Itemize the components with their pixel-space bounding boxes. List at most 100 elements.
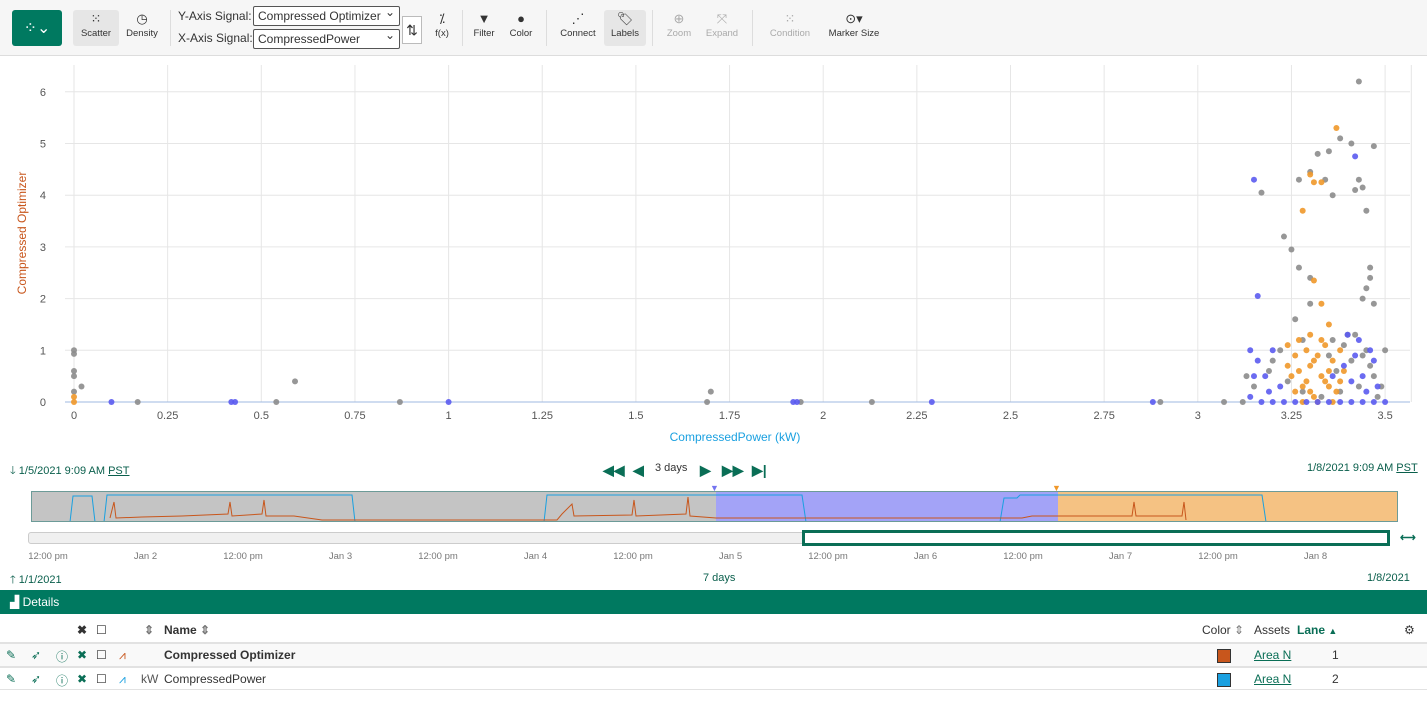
data-point [1325, 383, 1332, 390]
divider [652, 10, 653, 46]
y-tick-label: 5 [40, 139, 46, 151]
data-point [1382, 347, 1389, 354]
row-checkbox[interactable]: ☐ [96, 648, 107, 662]
assets-column-header[interactable]: Assets [1254, 623, 1291, 637]
view-menu-button[interactable]: ⁘⌄ [12, 10, 62, 46]
condition-button[interactable]: ⁙ Condition [764, 10, 816, 46]
name-column-header[interactable]: Name ⇕ [164, 623, 211, 637]
remove-icon[interactable]: ✖ [77, 648, 88, 662]
color-column-header[interactable]: Color ⇕ [1202, 623, 1245, 637]
down-arrow-icon: 🡓 [10, 465, 19, 477]
select-all-checkbox[interactable]: ☐ [96, 623, 107, 637]
time-axis-tick: Jan 3 [328, 551, 353, 562]
lane-column-header[interactable]: Lane ▲ [1297, 623, 1338, 637]
details-title: Details [22, 595, 60, 609]
lane-value: 2 [1332, 672, 1339, 686]
data-point [707, 388, 714, 395]
chart-icon: ▟ [10, 595, 23, 609]
data-point [1329, 336, 1336, 343]
data-point [1370, 300, 1377, 307]
rocket-icon[interactable]: ➶ [31, 672, 42, 686]
data-point [1382, 399, 1389, 405]
labels-button[interactable]: 🏷 Labels [604, 10, 646, 46]
details-panel-header[interactable]: ▟ Details [0, 590, 1427, 614]
scatter-button[interactable]: ⁙ Scatter [73, 10, 119, 46]
data-point [1310, 277, 1317, 284]
data-point [1247, 347, 1254, 354]
column-settings-icon[interactable]: ⚙ [1404, 623, 1415, 637]
trend-icon: ⩘ [119, 672, 126, 686]
color-header-label: Color [1202, 623, 1231, 637]
lane-value: 1 [1332, 648, 1339, 662]
edit-icon[interactable]: ✎ [6, 672, 17, 686]
data-point [1325, 367, 1332, 374]
data-point [1363, 207, 1370, 214]
data-point [1254, 357, 1261, 364]
data-point [704, 399, 711, 405]
step-forward-button[interactable]: ▶ [700, 462, 711, 478]
expand-button[interactable]: ⤧ Expand [702, 10, 742, 46]
timezone-link[interactable]: PST [1396, 462, 1418, 474]
asset-link[interactable]: Area N [1254, 648, 1292, 662]
data-point [1352, 352, 1359, 359]
step-back-button[interactable]: ◀ [633, 462, 644, 478]
data-point [1329, 357, 1336, 364]
remove-icon[interactable]: ✖ [77, 672, 88, 686]
table-row[interactable]: ✎ ➶ ⓘ ✖ ☐ ⩘ Compressed Optimizer Area N … [0, 642, 1427, 666]
data-point [1292, 352, 1299, 359]
overview-strip[interactable] [31, 491, 1398, 522]
table-row[interactable]: ✎ ➶ ⓘ ✖ ☐ ⩘ kW CompressedPower Area N 2 [0, 666, 1427, 690]
filter-button[interactable]: ▼ Filter [468, 10, 500, 46]
color-swatch[interactable] [1217, 673, 1231, 687]
step-back-full-button[interactable]: ◀◀ [603, 462, 625, 478]
data-point [1359, 373, 1366, 380]
color-swatch[interactable] [1217, 649, 1231, 663]
row-checkbox[interactable]: ☐ [96, 672, 107, 686]
data-point [71, 367, 77, 374]
display-range-end[interactable]: 1/8/2021 9:09 AM PST [1307, 462, 1418, 474]
swap-axes-button[interactable]: ⇅ [402, 16, 422, 44]
display-range-start[interactable]: 🡓 1/5/2021 9:09 AM PST [10, 462, 129, 481]
rocket-icon[interactable]: ➶ [31, 648, 42, 662]
asset-link[interactable]: Area N [1254, 672, 1292, 686]
range-duration[interactable]: 7 days [703, 572, 736, 584]
marker-size-button[interactable]: ⊙▾ Marker Size [826, 10, 882, 46]
zoom-range-icon[interactable]: ⟷ [1400, 532, 1416, 544]
timezone-link[interactable]: PST [108, 465, 130, 477]
range-end-date[interactable]: 1/8/2021 [1367, 572, 1410, 584]
sort-icon[interactable]: ⇕ [144, 623, 155, 637]
data-point [1295, 264, 1302, 271]
x-axis-select[interactable]: CompressedPower [253, 28, 400, 49]
formula-button[interactable]: ⁒ f(x) [428, 10, 456, 46]
range-slider-window[interactable] [802, 530, 1390, 546]
step-forward-full-button[interactable]: ▶▶ [722, 462, 744, 478]
data-point [1250, 383, 1257, 390]
data-point [1340, 367, 1347, 374]
info-icon[interactable]: ⓘ [56, 674, 69, 688]
y-tick-label: 3 [40, 242, 46, 254]
data-point [1355, 176, 1362, 183]
data-point [1370, 373, 1377, 380]
clock-icon: ◷ [136, 11, 148, 26]
remove-all-icon[interactable]: ✖ [77, 623, 88, 637]
data-point [1355, 383, 1362, 390]
y-axis-select[interactable]: Compressed Optimizer [253, 5, 400, 26]
display-duration[interactable]: 3 days [655, 462, 688, 474]
scatter-plot[interactable]: 0 0.25 0.5 0.75 1 1.25 1.5 1.75 2 2.25 2.5 2.75 3 3.2… [0, 57, 1427, 457]
data-point [1262, 373, 1269, 380]
x-tick-label: 3.25 [1281, 410, 1302, 422]
info-icon[interactable]: ⓘ [56, 650, 69, 664]
data-point [1292, 388, 1299, 395]
time-axis-tick: 12:00 pm [613, 551, 653, 562]
connect-button[interactable]: ⋰ Connect [556, 10, 600, 46]
color-button[interactable]: ● Color [505, 10, 537, 46]
data-point [1337, 135, 1344, 142]
time-axis-tick: 12:00 pm [418, 551, 458, 562]
density-button[interactable]: ◷ Density [121, 10, 163, 46]
zoom-button[interactable]: ⊕ Zoom [662, 10, 696, 46]
edit-icon[interactable]: ✎ [6, 648, 17, 662]
data-point [1322, 342, 1329, 349]
jump-to-now-button[interactable]: ▶| [752, 462, 767, 478]
range-start[interactable]: 🡑 1/1/2021 [10, 571, 62, 590]
data-point [108, 399, 115, 405]
